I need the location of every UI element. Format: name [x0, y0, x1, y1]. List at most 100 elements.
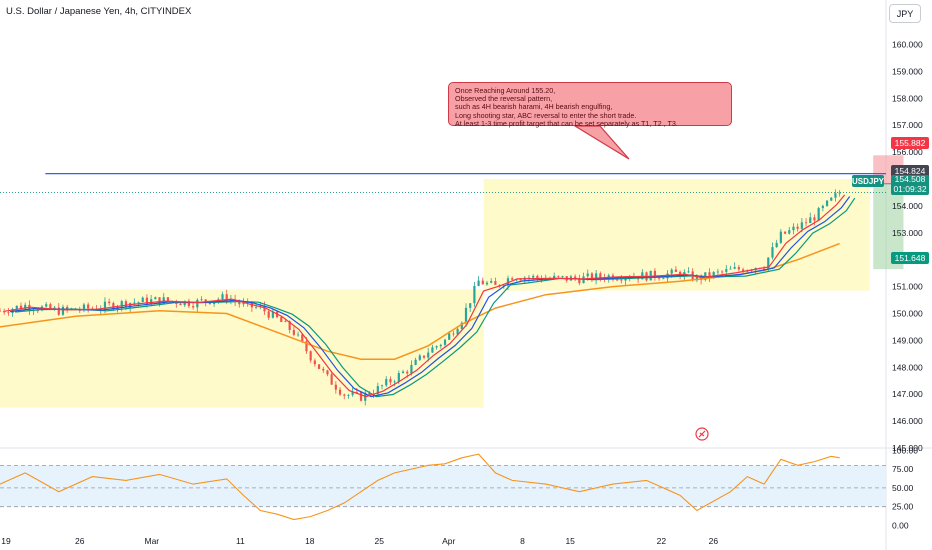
candle-body [561, 276, 564, 277]
candle-body [599, 273, 602, 278]
price-tick-label: 156.000 [892, 147, 923, 157]
candle-body [414, 359, 417, 365]
candle-body [133, 302, 136, 304]
price-tick-label: 157.000 [892, 120, 923, 130]
candle-body [439, 344, 442, 347]
time-tick-label: 26 [709, 536, 719, 546]
candle-body [343, 394, 346, 396]
candle-body [662, 278, 665, 280]
candle-body [670, 269, 673, 274]
candle-body [254, 306, 258, 308]
time-tick-label: 15 [565, 536, 575, 546]
candle-body [410, 364, 413, 374]
candle-body [779, 231, 782, 243]
time-tick-label: 19 [1, 536, 11, 546]
annotation-line: At least 1-3 time profit target that can… [455, 118, 678, 128]
price-tick-label: 158.000 [892, 93, 923, 103]
candle-body [389, 379, 392, 383]
candle-body [733, 267, 736, 269]
candle-body [804, 222, 808, 224]
candle-body [200, 299, 203, 301]
candle-body [775, 242, 778, 248]
candle-body [720, 271, 724, 273]
rsi-tick-label: 100.00 [892, 445, 918, 455]
candle-body [653, 270, 657, 278]
candle-body [317, 364, 321, 369]
candle-body [485, 282, 489, 285]
candle-body [36, 310, 39, 312]
candle-body [586, 273, 589, 277]
candle-body [435, 346, 438, 348]
candle-body [24, 304, 27, 309]
candle-body [448, 333, 451, 340]
candle-body [595, 273, 598, 281]
price-tick-label: 149.000 [892, 335, 923, 345]
candle-body [788, 230, 791, 234]
countdown: 01:09:32 [893, 183, 927, 194]
time-tick-label: 8 [520, 536, 525, 546]
candle-body [452, 333, 455, 335]
candle-body [406, 371, 409, 374]
candle-body [418, 355, 421, 360]
candle-body [762, 268, 766, 270]
candle-body [368, 392, 371, 395]
candle-body [834, 193, 837, 198]
current-price-label: 154.508 01:09:32 [891, 174, 929, 195]
candle-body [821, 205, 824, 209]
candle-body [658, 277, 661, 279]
time-tick-label: 25 [375, 536, 385, 546]
candle-body [578, 278, 581, 284]
candle-body [103, 301, 107, 309]
candle-body [527, 277, 531, 279]
candle-body [204, 299, 207, 303]
candle-body [460, 322, 463, 329]
candle-body [624, 278, 627, 281]
annotation-line: Long shooting star, ABC reversal to ente… [455, 110, 637, 120]
candle-body [0, 310, 2, 312]
symbol-label: USDJPY [852, 175, 885, 187]
candle-body [687, 271, 690, 273]
time-tick-label: 22 [657, 536, 667, 546]
candle-body [553, 275, 556, 279]
alert-icon-glyph [698, 430, 706, 438]
candle-body [712, 272, 715, 278]
candle-body [57, 307, 60, 315]
price-tick-label: 151.000 [892, 282, 923, 292]
rsi-tick-label: 25.00 [892, 502, 914, 512]
candle-body [427, 352, 430, 358]
candle-body [494, 281, 497, 285]
candle-body [61, 306, 65, 315]
price-tick-label: 145.000 [892, 443, 923, 453]
candle-body [326, 370, 329, 375]
candle-body [53, 307, 56, 310]
rsi-band [0, 465, 886, 507]
candle-body [351, 391, 354, 395]
time-tick-label: Mar [145, 536, 160, 546]
price-tick-label: 148.000 [892, 362, 923, 372]
candle-body [87, 304, 90, 309]
candle-body [469, 303, 472, 308]
candle-body [359, 392, 363, 401]
candle-body [574, 276, 577, 279]
candle-body [263, 305, 266, 312]
chart-title: U.S. Dollar / Japanese Yen, 4h, CITYINDE… [6, 6, 192, 17]
candle-body [464, 307, 468, 323]
price-tick-label: 159.000 [892, 66, 923, 76]
candle-body [443, 339, 447, 345]
candle-body [473, 285, 476, 304]
candle-body [196, 299, 199, 308]
candle-body [221, 294, 224, 300]
candle-body [838, 192, 841, 194]
candle-body [741, 269, 745, 272]
time-tick-label: 26 [75, 536, 85, 546]
candle-body [796, 226, 799, 229]
trade-annotation: Once Reaching Around 155.20, Observed th… [448, 82, 732, 128]
time-tick-label: 18 [305, 536, 315, 546]
candle-body [280, 317, 283, 322]
currency-button[interactable]: JPY [889, 4, 921, 23]
candle-body [3, 310, 6, 313]
candle-body [192, 306, 195, 308]
candle-body [187, 300, 191, 307]
